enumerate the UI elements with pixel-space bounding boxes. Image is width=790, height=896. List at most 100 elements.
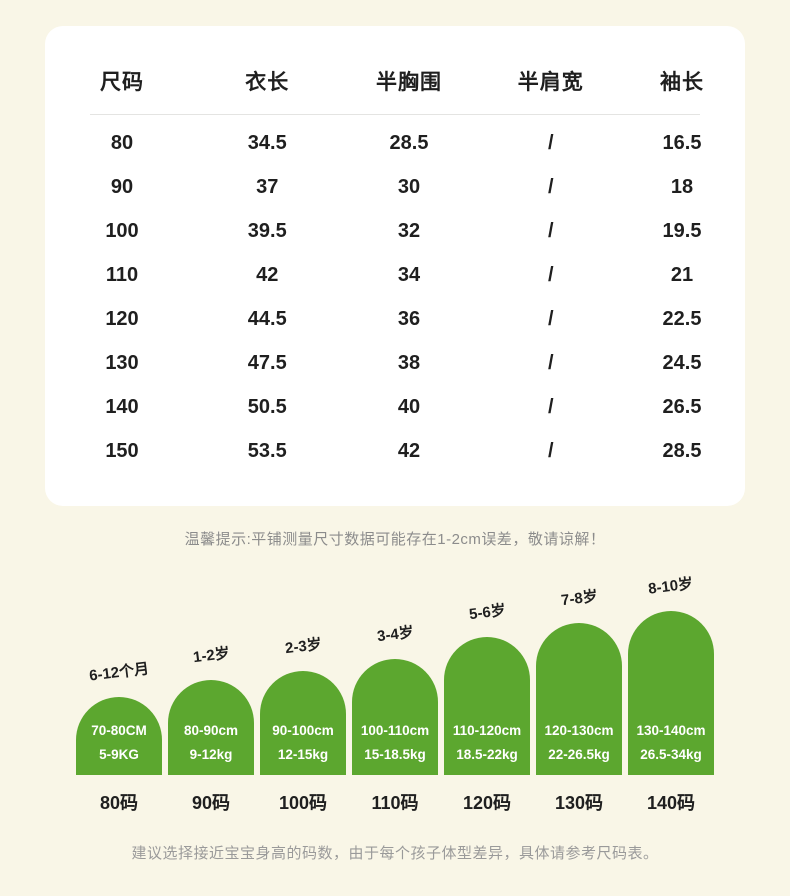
cell-shoulder: / <box>547 308 554 330</box>
guide-column: 7-8岁 120-130cm 22-26.5kg 130码 <box>536 587 622 815</box>
height-range: 110-120cm <box>452 723 522 738</box>
cell-chest: 36 <box>397 308 421 330</box>
cell-shoulder: / <box>547 176 554 198</box>
height-arch: 100-110cm 15-18.5kg <box>352 659 438 775</box>
table-row: 90 37 30 / 18 <box>45 165 745 209</box>
size-code-label: 140码 <box>646 793 696 813</box>
guide-column: 8-10岁 130-140cm 26.5-34kg 140码 <box>628 575 714 815</box>
cell-size: 150 <box>105 440 139 462</box>
age-label: 8-10岁 <box>647 575 695 598</box>
table-row: 150 53.5 42 / 28.5 <box>45 429 745 473</box>
column-header-size: 尺码 <box>100 71 144 94</box>
age-label: 5-6岁 <box>467 601 507 624</box>
cell-sleeve: 24.5 <box>662 352 702 374</box>
cell-sleeve: 26.5 <box>662 396 702 418</box>
size-code-label: 80码 <box>99 793 139 813</box>
guide-column: 3-4岁 100-110cm 15-18.5kg 110码 <box>352 623 438 815</box>
height-range: 100-110cm <box>360 723 430 738</box>
size-table-card: 尺码 衣长 半胸围 半肩宽 袖长 80 34.5 28.5 / 16.5 90 … <box>45 26 745 506</box>
table-row: 110 42 34 / 21 <box>45 253 745 297</box>
weight-range: 12-15kg <box>277 747 329 762</box>
cell-shoulder: / <box>547 440 554 462</box>
cell-sleeve: 18 <box>670 176 694 198</box>
age-label: 6-12个月 <box>88 660 150 685</box>
cell-size: 130 <box>105 352 139 374</box>
cell-chest: 30 <box>397 176 421 198</box>
height-range: 120-130cm <box>544 723 614 738</box>
height-range: 80-90cm <box>183 723 239 738</box>
cell-length: 39.5 <box>247 220 287 242</box>
guide-column: 5-6岁 110-120cm 18.5-22kg 120码 <box>444 601 530 815</box>
cell-size: 80 <box>110 132 134 154</box>
cell-sleeve: 22.5 <box>662 308 702 330</box>
cell-length: 44.5 <box>247 308 287 330</box>
size-code-label: 90码 <box>191 793 231 813</box>
guide-column: 2-3岁 90-100cm 12-15kg 100码 <box>260 635 346 815</box>
cell-chest: 32 <box>397 220 421 242</box>
height-range: 90-100cm <box>272 723 334 738</box>
guide-column: 1-2岁 80-90cm 9-12kg 90码 <box>168 644 254 815</box>
cell-length: 34.5 <box>247 132 287 154</box>
age-label: 1-2岁 <box>191 644 231 667</box>
size-code-label: 130码 <box>554 793 604 813</box>
height-arch: 110-120cm 18.5-22kg <box>444 637 530 775</box>
weight-range: 18.5-22kg <box>456 747 518 762</box>
height-arch: 80-90cm 9-12kg <box>168 680 254 775</box>
cell-length: 42 <box>256 264 279 286</box>
cell-size: 110 <box>105 264 139 286</box>
weight-range: 5-9KG <box>99 747 139 762</box>
age-label: 7-8岁 <box>559 587 599 610</box>
height-arch: 120-130cm 22-26.5kg <box>536 623 622 775</box>
cell-shoulder: / <box>547 352 554 374</box>
table-row: 120 44.5 36 / 22.5 <box>45 297 745 341</box>
column-header-sleeve-length: 袖长 <box>660 71 704 94</box>
cell-chest: 42 <box>397 440 421 462</box>
height-arch: 90-100cm 12-15kg <box>260 671 346 775</box>
cell-length: 47.5 <box>247 352 287 374</box>
column-header-garment-length: 衣长 <box>245 71 290 94</box>
weight-range: 15-18.5kg <box>364 747 426 762</box>
height-range: 70-80CM <box>91 723 147 738</box>
size-code-label: 110码 <box>371 793 419 813</box>
cell-chest: 38 <box>397 352 421 374</box>
weight-range: 9-12kg <box>189 747 233 762</box>
cell-shoulder: / <box>547 220 554 242</box>
age-label: 2-3岁 <box>283 635 323 658</box>
cell-shoulder: / <box>547 396 554 418</box>
cell-sleeve: 21 <box>670 264 694 286</box>
cell-chest: 40 <box>397 396 421 418</box>
cell-shoulder: / <box>547 264 554 286</box>
height-arch: 130-140cm 26.5-34kg <box>628 611 714 775</box>
column-header-half-chest: 半胸围 <box>376 71 442 94</box>
size-advice-note: 建议选择接近宝宝身高的码数，由于每个孩子体型差异，具体请参考尺码表。 <box>131 845 659 862</box>
cell-size: 120 <box>105 308 139 330</box>
table-row: 100 39.5 32 / 19.5 <box>45 209 745 253</box>
cell-sleeve: 19.5 <box>662 220 702 242</box>
cell-sleeve: 28.5 <box>662 440 702 462</box>
cell-length: 53.5 <box>247 440 287 462</box>
measurement-tip-note: 温馨提示:平铺测量尺寸数据可能存在1-2cm误差，敬请谅解！ <box>184 531 606 548</box>
size-code-label: 100码 <box>278 793 328 813</box>
table-row: 140 50.5 40 / 26.5 <box>45 385 745 429</box>
cell-size: 100 <box>105 220 139 242</box>
height-arch: 70-80CM 5-9KG <box>76 697 162 775</box>
column-header-half-shoulder: 半肩宽 <box>517 71 584 94</box>
cell-size: 140 <box>105 396 139 418</box>
cell-size: 90 <box>110 176 134 198</box>
guide-column: 6-12个月 70-80CM 5-9KG 80码 <box>76 660 162 815</box>
table-row: 80 34.5 28.5 / 16.5 <box>45 121 745 165</box>
cell-chest: 34 <box>397 264 421 286</box>
cell-shoulder: / <box>547 132 554 154</box>
cell-length: 50.5 <box>247 396 287 418</box>
height-range: 130-140cm <box>636 723 706 738</box>
header-divider <box>90 114 700 115</box>
size-code-label: 120码 <box>462 793 512 813</box>
cell-length: 37 <box>256 176 279 198</box>
age-size-guide: 6-12个月 70-80CM 5-9KG 80码 1-2岁 80-90cm 9-… <box>0 575 790 815</box>
weight-range: 26.5-34kg <box>640 747 702 762</box>
cell-chest: 28.5 <box>389 132 429 154</box>
weight-range: 22-26.5kg <box>548 747 610 762</box>
table-row: 130 47.5 38 / 24.5 <box>45 341 745 385</box>
age-label: 3-4岁 <box>375 623 415 646</box>
cell-sleeve: 16.5 <box>662 132 702 154</box>
